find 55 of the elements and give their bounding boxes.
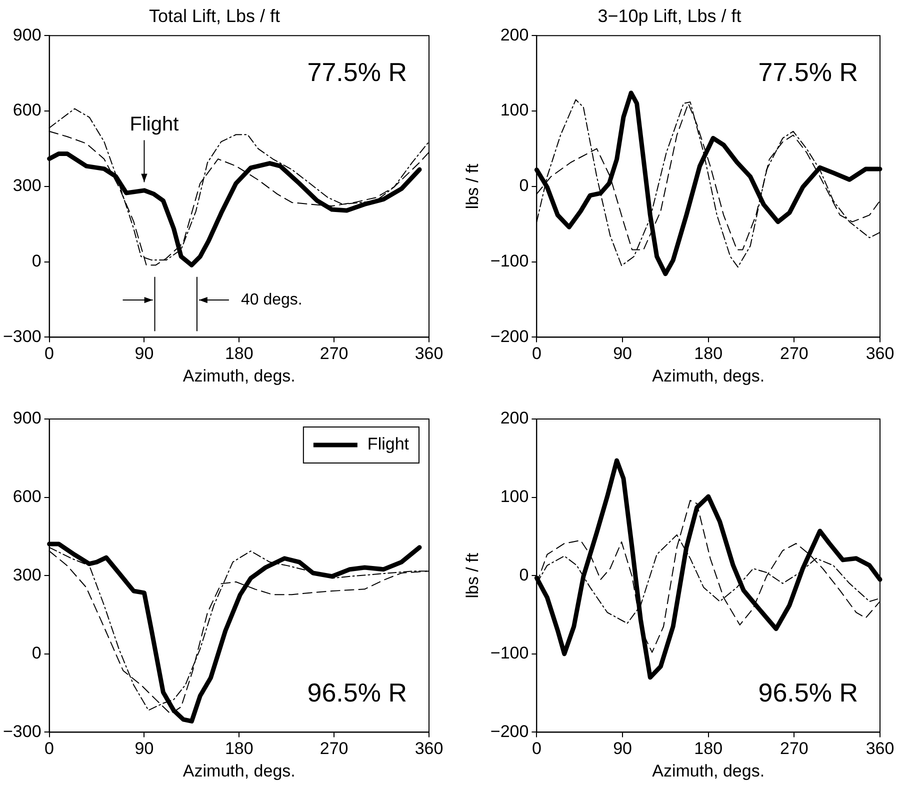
- x-tick-label: 270: [780, 344, 808, 364]
- x-tick-label: 270: [780, 739, 808, 758]
- annotation: Flight: [130, 114, 180, 136]
- x-tick-label: 0: [532, 739, 542, 758]
- x-tick-label: 0: [532, 344, 542, 364]
- y-axis-title: lbs / ft: [462, 552, 482, 598]
- y-tick-label: 100: [500, 486, 529, 506]
- annotation: 96.5% R: [307, 677, 407, 708]
- x-tick-label: 90: [134, 739, 154, 758]
- x-tick-label: 0: [44, 739, 54, 758]
- y-tick-label: −300: [2, 326, 42, 346]
- y-tick-label: −300: [2, 722, 42, 741]
- y-tick-label: 900: [12, 408, 42, 428]
- y-tick-label: 300: [12, 565, 42, 584]
- y-tick-label: 200: [500, 408, 529, 428]
- x-tick-label: 270: [320, 739, 348, 758]
- y-tick-label: 200: [500, 25, 529, 44]
- x-tick-label: 270: [320, 344, 348, 364]
- x-axis-title: Azimuth, degs.: [652, 366, 765, 386]
- y-tick-label: −200: [490, 326, 529, 346]
- legend-label: Flight: [367, 434, 410, 454]
- x-tick-label: 90: [613, 739, 632, 758]
- y-axis-title: lbs / ft: [462, 163, 482, 210]
- annotation: 77.5% R: [307, 56, 407, 87]
- x-tick-label: 360: [414, 344, 444, 364]
- x-tick-label: 0: [44, 344, 54, 364]
- y-tick-label: 900: [12, 25, 42, 44]
- x-tick-label: 360: [866, 739, 894, 758]
- y-tick-label: 600: [12, 486, 42, 506]
- chart-title: 3−10p Lift, Lbs / ft: [598, 6, 742, 26]
- x-axis-title: Azimuth, degs.: [182, 761, 296, 780]
- y-tick-label: 0: [519, 176, 529, 196]
- y-tick-label: −200: [490, 722, 529, 741]
- y-tick-label: −100: [490, 251, 529, 270]
- x-tick-label: 180: [224, 344, 254, 364]
- y-tick-label: 0: [32, 251, 42, 270]
- ref-line-label: 40 degs.: [240, 291, 302, 308]
- annotation: 77.5% R: [758, 56, 858, 87]
- y-tick-label: 600: [12, 100, 42, 120]
- y-tick-label: 0: [519, 565, 529, 584]
- y-tick-label: −100: [490, 644, 529, 663]
- x-tick-label: 360: [414, 739, 444, 758]
- x-tick-label: 360: [866, 344, 894, 364]
- x-tick-label: 180: [694, 739, 723, 758]
- y-tick-label: 100: [500, 100, 529, 120]
- chart-title: Total Lift, Lbs / ft: [148, 6, 280, 26]
- x-tick-label: 180: [224, 739, 254, 758]
- annotation: 96.5% R: [758, 677, 858, 708]
- x-tick-label: 180: [694, 344, 723, 364]
- y-tick-label: 300: [12, 176, 42, 196]
- y-tick-label: 0: [32, 644, 42, 663]
- x-axis-title: Azimuth, degs.: [182, 366, 296, 386]
- x-tick-label: 90: [613, 344, 632, 364]
- x-axis-title: Azimuth, degs.: [652, 761, 765, 780]
- x-tick-label: 90: [134, 344, 154, 364]
